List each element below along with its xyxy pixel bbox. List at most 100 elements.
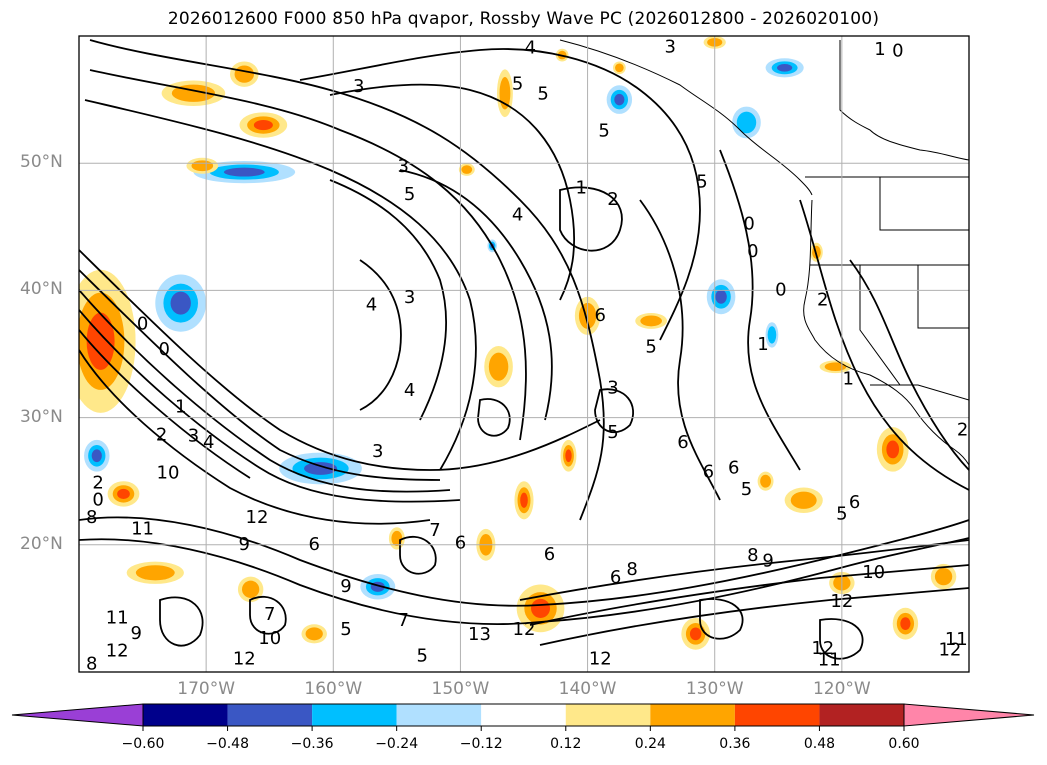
contour-label: 7 xyxy=(429,520,440,541)
contour-line xyxy=(819,618,864,660)
contour-label: 9 xyxy=(130,623,141,644)
contour-label: 7 xyxy=(397,610,408,631)
contour-line xyxy=(79,309,461,503)
contour-label: 8 xyxy=(747,545,758,566)
longitude-tick-label: 140°W xyxy=(558,679,617,699)
contour-line xyxy=(329,179,447,421)
shading-blob-core xyxy=(86,312,115,370)
contour-label: 3 xyxy=(353,76,364,97)
colorbar-frame xyxy=(142,703,905,727)
shading-blob-core xyxy=(777,63,793,72)
contour-label: 3 xyxy=(372,441,383,462)
contour-label: 0 xyxy=(92,489,103,510)
shading-blob-mid xyxy=(736,111,757,134)
latitude-tick-label: 40°N xyxy=(20,279,63,300)
contour-label: 6 xyxy=(610,567,621,588)
contour-label: 5 xyxy=(836,503,847,524)
contour-label: 0 xyxy=(747,241,758,262)
shading-blob-mid xyxy=(640,315,662,327)
contour-line xyxy=(79,269,441,481)
colorbar-segment xyxy=(143,704,228,726)
contour-label: 3 xyxy=(188,426,199,447)
contour-label: 6 xyxy=(728,457,739,478)
colorbar-tick-label: 0.60 xyxy=(888,736,920,752)
shading-blob-core xyxy=(530,598,551,618)
shading-blob-mid xyxy=(461,165,473,174)
longitude-tick-label: 120°W xyxy=(812,679,871,699)
colorbar-segment xyxy=(312,704,397,726)
contour-label: 1 xyxy=(575,178,586,199)
contour-label: 12 xyxy=(246,507,269,528)
shading-blob-mid xyxy=(934,567,953,586)
contour-label: 7 xyxy=(264,604,275,625)
contour-line xyxy=(79,349,431,525)
contour-label: 2 xyxy=(957,419,968,440)
contour-label: 4 xyxy=(404,380,415,401)
contour-label: 5 xyxy=(645,337,656,358)
contour-label: 12 xyxy=(811,638,834,659)
shading-blob-core xyxy=(253,119,273,131)
contour-label: 6 xyxy=(595,305,606,326)
contour-label: 4 xyxy=(525,38,536,59)
colorbar-extend-min xyxy=(11,703,144,727)
colorbar-tick-label: −0.24 xyxy=(375,736,419,752)
contour-line xyxy=(89,69,527,441)
contour-label: 12 xyxy=(106,641,129,662)
coastline xyxy=(917,265,969,329)
contour-label: 12 xyxy=(830,591,853,612)
shading-blob-mid xyxy=(135,565,175,581)
latitude-tick-label: 50°N xyxy=(20,152,63,173)
contour-label: 2 xyxy=(817,290,828,311)
colorbar xyxy=(11,703,1035,731)
contour-label: 11 xyxy=(818,650,841,671)
colorbar-segment xyxy=(819,704,904,726)
contour-label: 2 xyxy=(156,424,167,445)
shading-blob-core xyxy=(117,488,130,500)
contour-line xyxy=(799,199,969,491)
contour-label: 12 xyxy=(233,648,256,669)
map-background xyxy=(79,36,969,672)
coastline xyxy=(559,39,813,196)
coastline xyxy=(879,177,969,231)
map-frame xyxy=(78,35,970,673)
contour-label: 0 xyxy=(158,339,169,360)
longitude-tick-label: 130°W xyxy=(685,679,744,699)
contour-label: 5 xyxy=(417,646,428,667)
coastline xyxy=(859,265,901,386)
shading-blob-core xyxy=(304,462,338,475)
qvapor-contours xyxy=(79,39,969,660)
contour-label: 11 xyxy=(945,629,968,650)
contour-line xyxy=(529,564,969,626)
colorbar-tick-label: 0.36 xyxy=(719,736,751,752)
contour-label: 13 xyxy=(468,624,491,645)
contour-line xyxy=(79,249,601,471)
contour-label: 5 xyxy=(537,84,548,105)
coastline xyxy=(839,40,969,161)
colorbar-segment xyxy=(396,704,482,726)
longitude-tick-label: 160°W xyxy=(304,679,363,699)
contour-line xyxy=(399,169,553,421)
shading-blob-core xyxy=(223,167,265,177)
contour-label: 8 xyxy=(86,653,97,674)
contour-label: 1 xyxy=(842,368,853,389)
colorbar-segment xyxy=(481,704,566,726)
contour-line xyxy=(639,199,721,501)
figure-title: 2026012600 F000 850 hPa qvapor, Rossby W… xyxy=(167,9,880,29)
contour-label: 10 xyxy=(157,463,180,484)
shading-blob-mid xyxy=(767,326,777,344)
contour-label: 8 xyxy=(626,559,637,580)
colorbar-segment xyxy=(734,704,820,726)
contour-label: 12 xyxy=(589,648,612,669)
contour-label: 11 xyxy=(131,519,154,540)
contour-line xyxy=(559,186,623,252)
contour-label: 1 xyxy=(757,334,768,355)
contour-label: 3 xyxy=(404,287,415,308)
contour-label: 1 xyxy=(175,396,186,417)
shading-blob-mid xyxy=(488,352,509,381)
contour-label: 5 xyxy=(340,619,351,640)
contour-line xyxy=(519,539,969,601)
contour-line xyxy=(79,329,251,479)
coastline xyxy=(870,384,969,401)
